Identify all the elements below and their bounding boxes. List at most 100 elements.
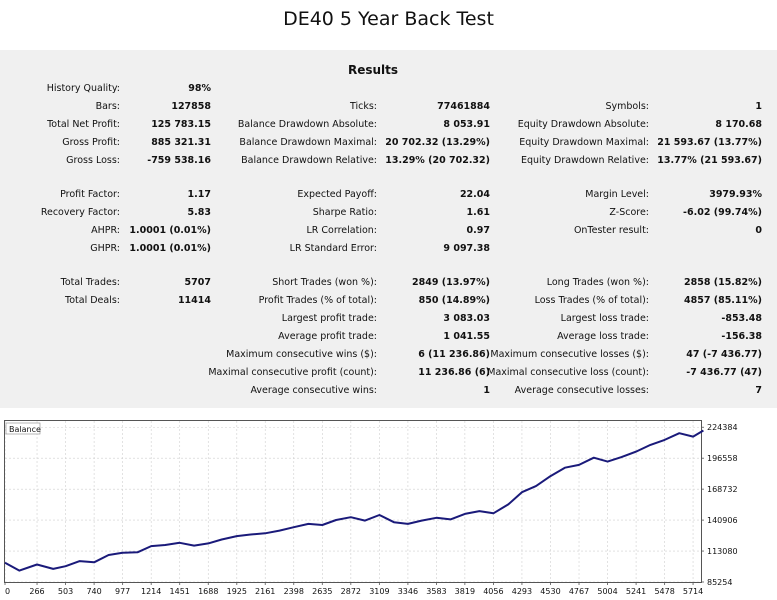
stat-label: Equity Drawdown Maximal:: [519, 137, 649, 148]
stat-label: Loss Trades (% of total):: [534, 295, 649, 306]
x-tick-label: 1925: [227, 587, 247, 596]
stat-value: 127858: [171, 101, 211, 112]
stat-value: 13.77% (21 593.67): [657, 155, 762, 166]
chart-title: Balance: [9, 425, 41, 434]
stat-label: Maximum consecutive wins ($):: [226, 349, 377, 360]
chart-background: [4, 420, 770, 596]
stat-value: 20 702.32 (13.29%): [385, 137, 490, 148]
x-tick-label: 5004: [597, 587, 617, 596]
stat-value: 1: [755, 101, 762, 112]
stat-value: 11414: [177, 295, 211, 306]
x-axis-ticks: 0 266 503 740 977 1214 1451 1688 1925 2161 2398 263…: [4, 582, 703, 596]
x-tick-label: 3346: [398, 587, 418, 596]
page-title: DE40 5 Year Back Test: [283, 8, 494, 30]
stat-value: 2858 (15.82%): [684, 277, 762, 288]
x-tick-label: 2635: [312, 587, 332, 596]
stat-value: 11 236.86 (6): [418, 367, 490, 378]
stat-label: GHPR:: [90, 243, 120, 254]
chart-title-box: [5, 422, 41, 435]
y-tick-label: 168732: [707, 485, 738, 494]
stat-value: 5707: [184, 277, 211, 288]
x-tick-label: 740: [86, 587, 101, 596]
stat-label: History Quality:: [46, 83, 120, 94]
stat-value: 4857 (85.11%): [684, 295, 762, 306]
stat-value: 3 083.03: [443, 313, 490, 324]
y-tick-label: 224384: [707, 423, 738, 432]
x-tick-label: 1214: [141, 587, 161, 596]
stat-label: Average loss trade:: [557, 331, 649, 342]
stat-label: Balance Drawdown Absolute:: [237, 119, 377, 130]
stat-label: Bars:: [95, 101, 120, 112]
stat-label: Average consecutive losses:: [514, 385, 649, 396]
stat-value: 77461884: [437, 101, 490, 112]
x-tick-label: 2398: [284, 587, 304, 596]
stat-value: -853.48: [721, 313, 762, 324]
x-tick-label: 0: [5, 587, 10, 596]
x-tick-label: 3819: [455, 587, 475, 596]
stat-label: Short Trades (won %):: [272, 277, 377, 288]
stat-label: Equity Drawdown Absolute:: [517, 119, 649, 130]
stat-value: 21 593.67 (13.77%): [657, 137, 762, 148]
x-tick-label: 1688: [198, 587, 218, 596]
stat-label: Sharpe Ratio:: [312, 207, 377, 218]
stat-label: Largest profit trade:: [281, 313, 377, 324]
stat-value: -6.02 (99.74%): [683, 207, 762, 218]
stat-value: 22.04: [459, 189, 490, 200]
stat-label: Equity Drawdown Relative:: [520, 155, 649, 166]
stat-value: 8 053.91: [443, 119, 490, 130]
stat-value: 5.83: [187, 207, 211, 218]
balance-chart: 0 266 503 740 977 1214 1451 1688 1925 2161 2398 263…: [4, 420, 770, 596]
stat-label: Ticks:: [349, 101, 377, 112]
stat-label: Symbols:: [605, 101, 649, 112]
x-tick-label: 4056: [483, 587, 503, 596]
stat-value: 0.97: [466, 225, 490, 236]
stat-value: 0: [755, 225, 762, 236]
x-tick-label: 3109: [369, 587, 389, 596]
x-tick-label: 5241: [626, 587, 646, 596]
stat-label: Average profit trade:: [278, 331, 377, 342]
x-tick-label: 2872: [341, 587, 361, 596]
stat-label: LR Standard Error:: [289, 243, 377, 254]
stat-label: Maximum consecutive losses ($):: [490, 349, 649, 360]
stat-label: Maximal consecutive profit (count):: [208, 367, 377, 378]
plot-frame: [4, 420, 702, 583]
stat-value: -156.38: [721, 331, 762, 342]
stat-label: AHPR:: [91, 225, 120, 236]
stat-label: Largest loss trade:: [560, 313, 649, 324]
x-tick-label: 4767: [569, 587, 589, 596]
x-tick-label: 266: [29, 587, 44, 596]
stat-value: -759 538.16: [147, 155, 211, 166]
x-tick-label: 1451: [170, 587, 190, 596]
stat-label: Long Trades (won %):: [546, 277, 649, 288]
stat-label: Gross Loss:: [66, 155, 120, 166]
stat-value: 1.0001 (0.01%): [129, 243, 211, 254]
stat-value: 8 170.68: [715, 119, 762, 130]
stat-label: Margin Level:: [585, 189, 649, 200]
x-tick-label: 977: [115, 587, 130, 596]
stat-value: -7 436.77 (47): [686, 367, 762, 378]
y-tick-label: 140906: [707, 516, 738, 525]
stat-label: Maximal consecutive loss (count):: [487, 367, 649, 378]
stat-value: 885 321.31: [151, 137, 211, 148]
stat-label: LR Correlation:: [306, 225, 378, 236]
stat-label: Total Trades:: [60, 277, 120, 288]
stat-value: 9 097.38: [443, 243, 490, 254]
results-heading: Results: [347, 63, 399, 77]
x-tick-label: 3583: [426, 587, 446, 596]
stat-value: 850 (14.89%): [418, 295, 490, 306]
stat-value: 2849 (13.97%): [412, 277, 490, 288]
stat-label: Average consecutive wins:: [250, 385, 377, 396]
stat-value: 1.0001 (0.01%): [129, 225, 211, 236]
stat-value: 47 (-7 436.77): [686, 349, 762, 360]
stat-value: 1 041.55: [443, 331, 490, 342]
y-tick-label: 85254: [707, 578, 732, 587]
x-tick-label: 503: [58, 587, 73, 596]
stat-label: Profit Trades (% of total):: [258, 295, 377, 306]
stat-label: Expected Payoff:: [297, 189, 377, 200]
stat-value: 6 (11 236.86): [418, 349, 490, 360]
x-tick-label: 2161: [255, 587, 275, 596]
stat-value: 1: [483, 385, 490, 396]
stat-label: Balance Drawdown Relative:: [241, 155, 377, 166]
balance-series-line: [4, 429, 704, 572]
stat-label: Total Deals:: [65, 295, 120, 306]
